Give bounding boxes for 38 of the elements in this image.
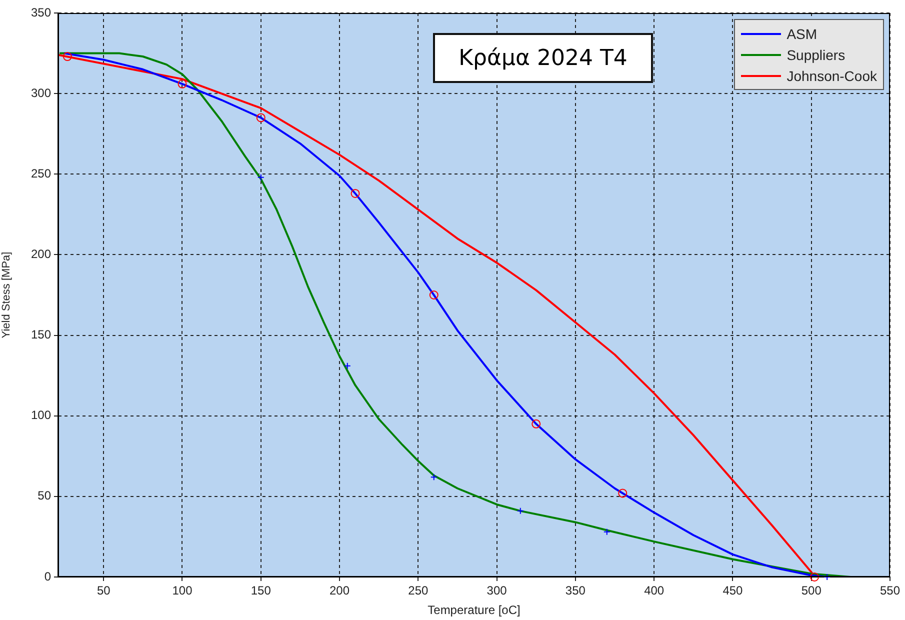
y-tick-label: 200 [30, 247, 52, 262]
y-tick-label: 50 [38, 488, 52, 503]
x-tick-label: 450 [722, 584, 744, 598]
legend-label: Johnson-Cook [786, 68, 877, 84]
x-tick-label: 250 [408, 584, 428, 598]
x-tick-label: 350 [565, 584, 586, 598]
y-tick-label: 0 [44, 569, 52, 584]
y-tick-label: 350 [30, 5, 52, 20]
point [257, 174, 264, 181]
annotation: Κράμα 2024 T4 [433, 33, 653, 83]
legend-label: Suppliers [786, 46, 846, 62]
point [516, 507, 524, 514]
y-tick-label: 300 [30, 86, 52, 100]
point [532, 419, 541, 428]
point [603, 528, 610, 536]
x-tick-label: 400 [644, 584, 664, 598]
x-tick-label: 300 [486, 584, 508, 598]
x-tick-label: 100 [172, 584, 193, 598]
point [178, 79, 187, 88]
x-tick-label: 550 [880, 584, 900, 598]
legend-label: ASM [786, 26, 818, 42]
y-tick-label: 100 [30, 408, 52, 422]
point [618, 488, 628, 498]
point [430, 474, 438, 481]
x-tick-label: 200 [330, 584, 350, 598]
point [62, 52, 72, 62]
point [810, 572, 820, 582]
point [256, 113, 266, 122]
point [350, 188, 360, 198]
x-axis-title: Temperature [oC] [428, 603, 520, 618]
x-tick-label: 150 [250, 584, 272, 598]
y-axis-title: Yield Stess [MPa] [0, 252, 13, 338]
x-tick-label: 500 [801, 584, 822, 598]
x-tick-label: 50 [96, 584, 111, 598]
point [344, 362, 351, 370]
y-tick-label: 250 [30, 166, 52, 180]
point [429, 290, 438, 300]
y-tick-label: 150 [30, 328, 52, 342]
